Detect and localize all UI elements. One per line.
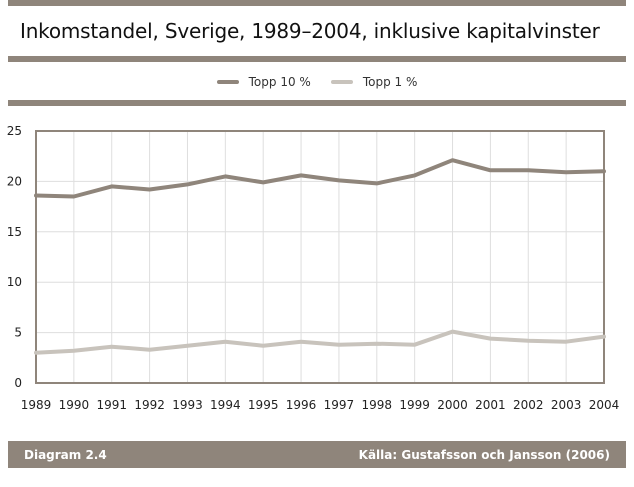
legend-item-top10: Topp 10 % xyxy=(216,75,311,89)
x-tick-label: 1997 xyxy=(324,398,355,412)
legend-rule xyxy=(8,100,626,106)
y-tick-label: 25 xyxy=(7,124,22,138)
y-tick-label: 5 xyxy=(14,326,22,340)
x-tick-label: 2000 xyxy=(437,398,468,412)
legend-swatch-top1 xyxy=(330,80,353,84)
chart-title: Inkomstandel, Sverige, 1989–2004, inklus… xyxy=(20,19,600,43)
y-tick-label: 0 xyxy=(14,376,22,390)
legend-item-top1: Topp 1 % xyxy=(330,75,418,89)
x-tick-label: 1995 xyxy=(248,398,279,412)
diagram-label: Diagram 2.4 xyxy=(24,447,107,462)
plot-frame xyxy=(35,130,605,384)
y-tick-label: 10 xyxy=(7,275,22,289)
x-tick-label: 1996 xyxy=(286,398,317,412)
x-tick-label: 2002 xyxy=(513,398,544,412)
series-line-top1 xyxy=(34,329,606,355)
y-tick-label: 15 xyxy=(7,225,22,239)
legend-swatch-top10 xyxy=(216,80,239,84)
x-tick-label: 1999 xyxy=(399,398,430,412)
title-rule xyxy=(8,56,626,62)
x-tick-label: 1994 xyxy=(210,398,241,412)
source-label: Källa: Gustafsson och Jansson (2006) xyxy=(358,447,610,462)
series-line-top10 xyxy=(34,158,606,199)
chart-svg: 0 5 10 15 20 25 1989 1990 1991 1992 1993 1994 1995 19… xyxy=(7,124,620,412)
x-tick-label: 1998 xyxy=(362,398,393,412)
x-tick-label: 2003 xyxy=(551,398,582,412)
x-tick-label: 1989 xyxy=(21,398,52,412)
x-tick-label: 2004 xyxy=(589,398,620,412)
top-rule xyxy=(8,0,626,6)
legend: Topp 10 % Topp 1 % xyxy=(0,72,634,92)
x-tick-label: 2001 xyxy=(475,398,506,412)
y-tick-label: 20 xyxy=(7,174,22,188)
x-tick-label: 1990 xyxy=(59,398,90,412)
x-tick-label: 1992 xyxy=(134,398,165,412)
legend-label-top1: Topp 1 % xyxy=(362,75,418,89)
footer-bar: Diagram 2.4 Källa: Gustafsson och Jansso… xyxy=(8,441,626,468)
x-tick-label: 1991 xyxy=(96,398,127,412)
x-tick-label: 1993 xyxy=(172,398,203,412)
line-chart: 0 5 10 15 20 25 1989 1990 1991 1992 1993 1994 1995 19… xyxy=(0,115,634,420)
legend-label-top10: Topp 10 % xyxy=(248,75,311,89)
